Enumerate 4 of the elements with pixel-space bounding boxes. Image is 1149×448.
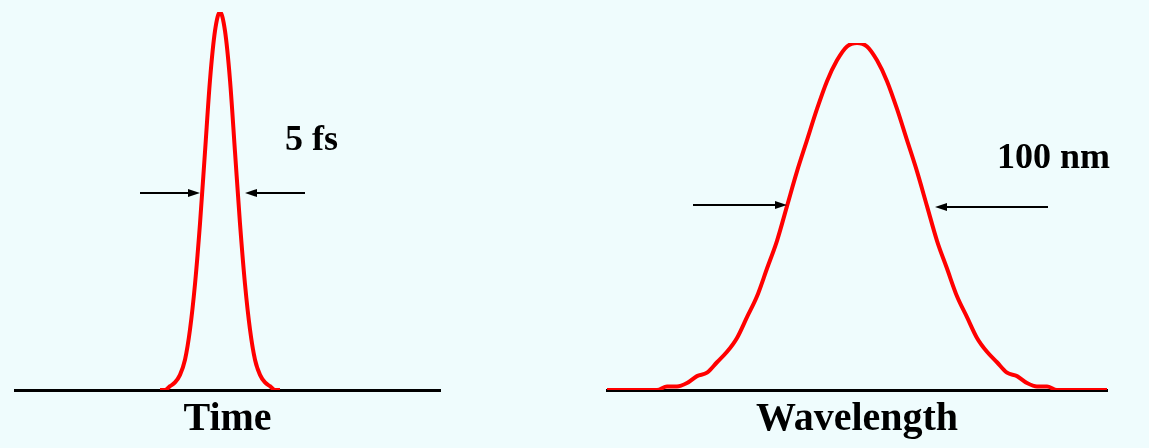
annotation: 100 nm	[997, 136, 1111, 176]
x-axis-title: Time	[183, 394, 272, 440]
x-axis-title: Wavelength	[755, 394, 959, 440]
annotation: 5 fs	[285, 118, 338, 158]
